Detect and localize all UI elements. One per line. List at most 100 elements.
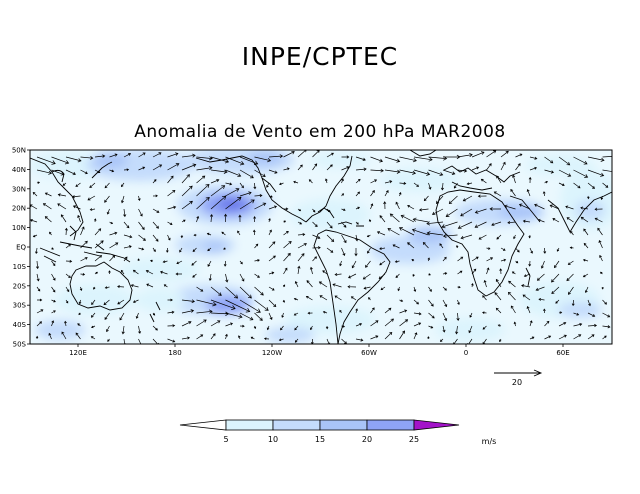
wind-arrow [355, 178, 361, 184]
coastlines [30, 150, 612, 344]
wind-arrow [580, 206, 589, 210]
wind-arrow [109, 221, 114, 225]
wind-arrow [332, 283, 342, 288]
wind-arrow [165, 247, 169, 253]
wind-arrow [442, 256, 447, 262]
wind-arrow [132, 299, 139, 303]
wind-arrow [362, 273, 371, 280]
wind-arrow [326, 208, 331, 213]
wind-arrow [210, 179, 220, 184]
wind-arrow [496, 234, 502, 240]
wind-arrow [512, 174, 516, 184]
wind-arrow [483, 279, 487, 288]
wind-arrow [268, 205, 278, 210]
wind-arrow [428, 299, 434, 307]
wind-arrow [225, 273, 229, 283]
wind-arrow [326, 221, 333, 229]
wind-arrow [152, 208, 160, 213]
wind-arrow [268, 299, 277, 308]
wind-arrow [94, 271, 98, 275]
wind-arrow [370, 307, 375, 314]
lat-label: 10N [12, 224, 26, 232]
wind-arrow [411, 258, 415, 262]
wind-arrow [355, 308, 359, 314]
wind-arrow [556, 247, 560, 252]
wind-arrow [37, 298, 43, 302]
wind-arrow [455, 244, 459, 249]
page-title: INPE/CPTEC [241, 42, 399, 71]
wind-arrow [341, 325, 346, 328]
wind-arrow [453, 182, 458, 189]
wind-arrow [428, 325, 434, 329]
wind-arrow [181, 309, 195, 314]
wind-arrow [90, 336, 96, 340]
wind-arrow [457, 221, 473, 230]
wind-arrow [457, 152, 473, 158]
wind-arrow [77, 214, 81, 223]
wind-arrow [152, 179, 157, 184]
wind-arrow [210, 195, 227, 210]
wind-arrow [486, 163, 492, 171]
wind-arrow [210, 320, 221, 327]
wind-arrow [35, 335, 39, 340]
wind-arrow [138, 338, 142, 344]
wind-arrow [196, 215, 200, 223]
wind-arrow [109, 153, 118, 158]
wind-arrow [209, 213, 214, 223]
wind-arrow [322, 310, 328, 314]
wind-arrow [138, 152, 146, 158]
wind-arrow [192, 273, 197, 278]
wind-arrow [428, 169, 444, 177]
wind-arrow [558, 321, 567, 327]
wind-arrow [250, 336, 255, 340]
wind-arrow [602, 182, 609, 188]
wind-arrow [496, 175, 502, 184]
wind-arrow [192, 247, 197, 252]
wind-arrow [355, 167, 367, 171]
wind-arrow [418, 208, 429, 212]
colorbar-low-triangle [179, 419, 227, 431]
wind-arrow [602, 169, 612, 172]
wind-arrow [210, 299, 236, 310]
wind-arrow [283, 167, 290, 171]
wind-arrow [42, 203, 52, 210]
wind-arrow [351, 260, 357, 269]
wind-speed-shading [30, 150, 612, 344]
wind-arrow [196, 165, 213, 171]
wind-arrow [529, 156, 538, 160]
wind-arrow [109, 231, 118, 236]
wind-arrow [94, 169, 101, 174]
wind-arrow [78, 299, 82, 305]
wind-arrow [471, 283, 474, 288]
wind-vectors [30, 150, 612, 344]
wind-arrow [223, 260, 227, 267]
wind-arrow [268, 255, 276, 262]
wind-arrow [207, 260, 212, 267]
wind-arrow [294, 338, 299, 343]
wind-arrow [442, 312, 448, 322]
wind-arrow [152, 194, 158, 198]
wind-arrow [347, 285, 357, 289]
wind-arrow [379, 260, 386, 266]
colorbar-high-triangle [413, 419, 460, 431]
wind-arrow [399, 156, 417, 163]
wind-arrow [600, 195, 604, 201]
wind-arrow [80, 226, 85, 236]
wind-arrow [94, 255, 103, 262]
lat-label: EQ [16, 244, 26, 252]
wind-arrow [268, 218, 271, 223]
wind-arrow [312, 234, 321, 239]
wind-arrow [181, 185, 193, 197]
wind-arrow [601, 286, 604, 290]
wind-arrow [474, 221, 487, 229]
wind-arrow [445, 208, 458, 217]
wind-arrow [106, 208, 110, 215]
wind-arrow [534, 203, 545, 210]
wind-arrow [355, 221, 359, 225]
wind-arrow [138, 247, 145, 251]
wind-arrow [600, 271, 603, 275]
wind-arrow [365, 260, 371, 268]
wind-arrow [325, 325, 329, 330]
wind-arrow [283, 207, 289, 211]
wind-arrow [297, 253, 305, 262]
